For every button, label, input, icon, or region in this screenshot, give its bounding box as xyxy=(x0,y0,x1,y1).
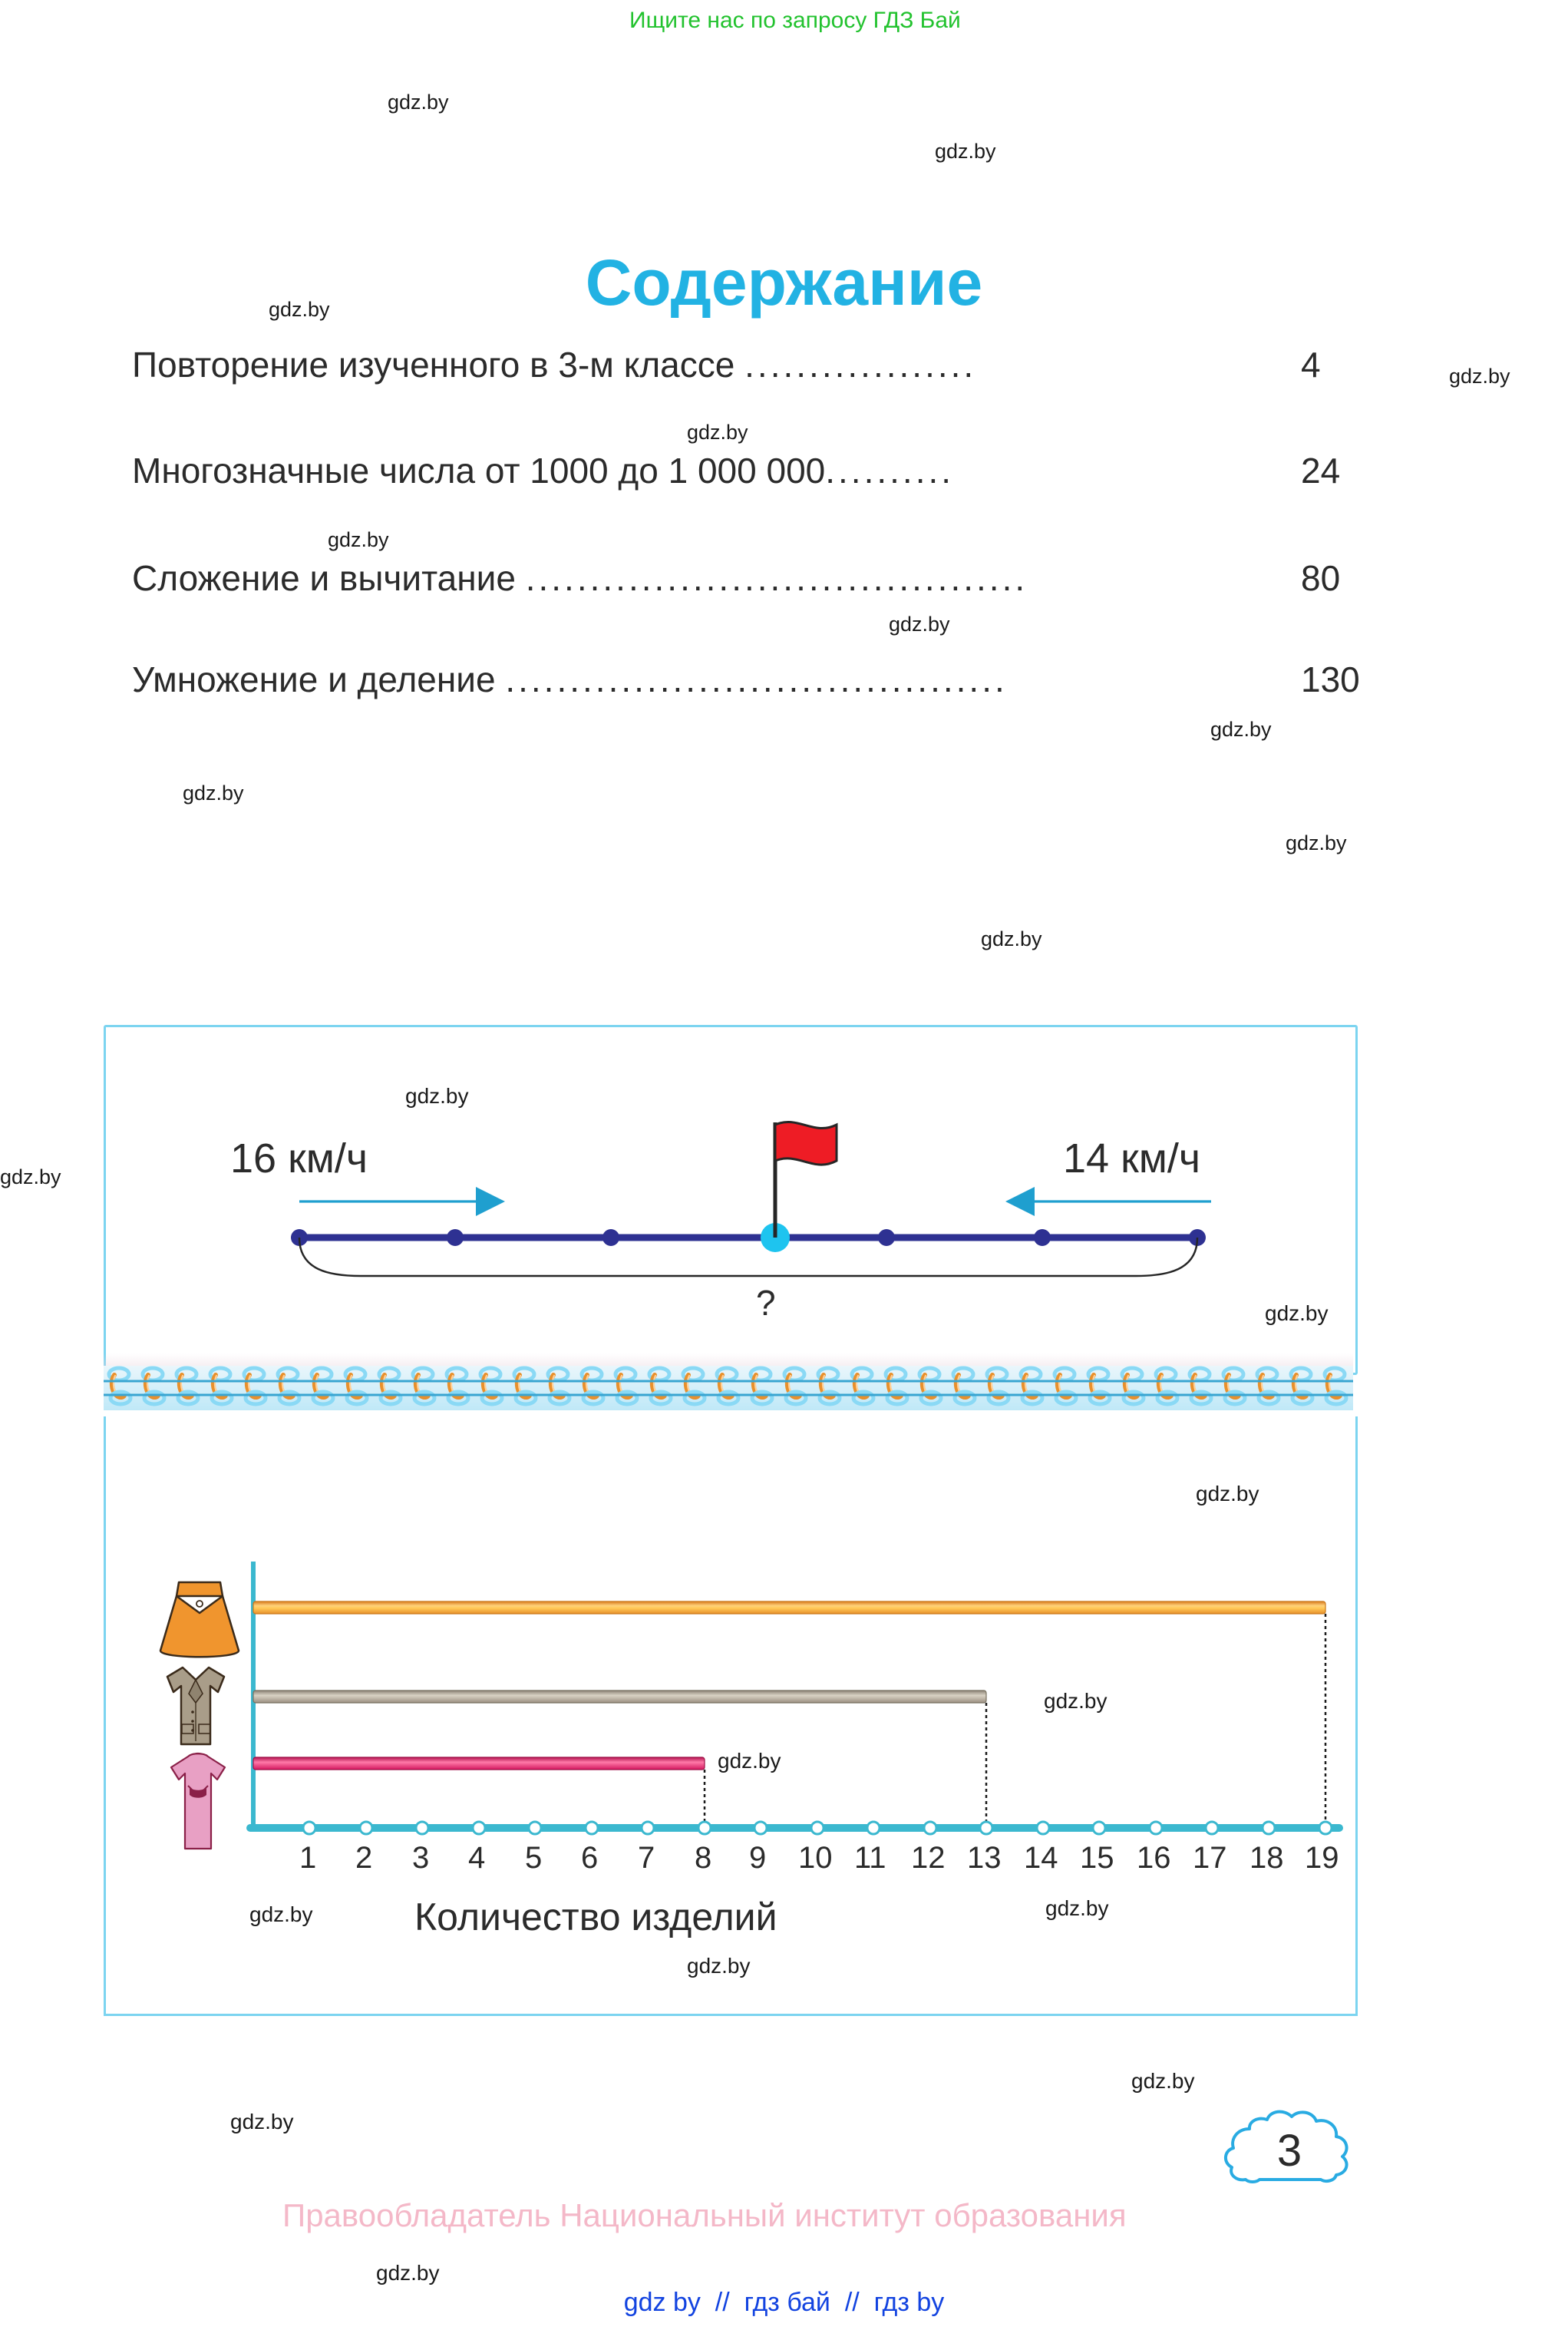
svg-text:3: 3 xyxy=(1277,2126,1302,2176)
